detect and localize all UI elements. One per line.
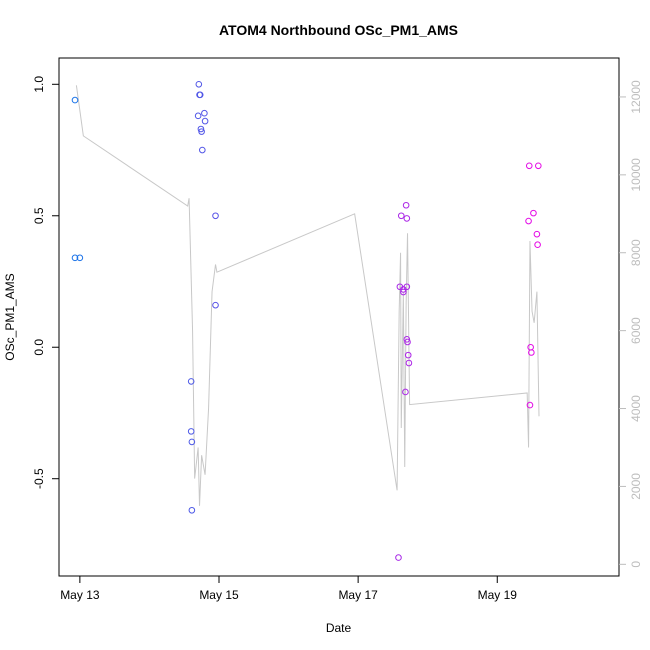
y2-tick-label: 0 [629, 561, 643, 568]
y-tick-label: 0.5 [32, 207, 46, 224]
data-point [76, 254, 84, 262]
y-axis-label: OSc_PM1_AMS [3, 273, 17, 360]
x-tick-label: May 15 [199, 588, 239, 602]
data-point [528, 349, 535, 356]
data-point [405, 359, 413, 367]
data-point [187, 378, 195, 385]
line-layer [75, 85, 540, 506]
data-point [403, 215, 411, 222]
y-tick-label: -0.5 [32, 468, 46, 489]
data-point [400, 288, 407, 296]
x-tick-label: May 17 [338, 588, 378, 602]
data-point [395, 554, 402, 561]
y2-axis: 0 2000 4000 6000 8000 10000 12000 [619, 80, 643, 568]
data-point [525, 162, 533, 170]
y2-tick-label: 2000 [629, 473, 643, 500]
data-point [188, 506, 196, 514]
data-point [212, 301, 219, 309]
secondary-series-line [75, 85, 540, 506]
data-point [194, 112, 202, 120]
x-tick-label: May 19 [478, 588, 518, 602]
data-point [212, 212, 219, 220]
data-point [197, 125, 205, 133]
data-point [201, 109, 208, 117]
data-point [404, 338, 411, 346]
y-tick-label: 1.0 [32, 76, 46, 93]
data-point [403, 336, 411, 343]
point-layer [71, 80, 542, 561]
data-point [199, 146, 206, 154]
y2-tick-label: 8000 [629, 239, 643, 266]
plot-frame [58, 57, 620, 577]
data-point [196, 91, 204, 99]
data-point [187, 428, 195, 435]
data-point [71, 96, 79, 104]
y2-tick-label: 4000 [629, 395, 643, 422]
x-tick-label: May 13 [60, 588, 100, 602]
data-point [402, 201, 410, 209]
data-point [198, 128, 205, 135]
data-point [527, 343, 534, 351]
data-point [195, 80, 203, 88]
y2-tick-label: 10000 [629, 158, 643, 192]
x-axis: May 13 May 15 May 17 May 19 [60, 576, 517, 602]
data-point [526, 401, 534, 409]
data-point [530, 209, 537, 217]
data-point [534, 241, 541, 248]
data-point [397, 212, 405, 220]
x-axis-label: Date [326, 621, 352, 635]
y2-tick-label: 6000 [629, 317, 643, 344]
y2-tick-label: 12000 [629, 80, 643, 114]
chart-title: ATOM4 Northbound OSc_PM1_AMS [219, 22, 458, 38]
data-point [403, 283, 411, 291]
data-point [402, 388, 409, 396]
y-tick-label: 0.0 [32, 339, 46, 356]
data-point [525, 217, 532, 225]
y-axis: 1.0 0.5 0.0 -0.5 [32, 76, 59, 489]
data-point [188, 438, 196, 446]
data-point [201, 117, 209, 125]
data-point [404, 351, 412, 359]
data-point [71, 254, 79, 262]
data-point [533, 230, 541, 238]
data-point [535, 162, 542, 170]
